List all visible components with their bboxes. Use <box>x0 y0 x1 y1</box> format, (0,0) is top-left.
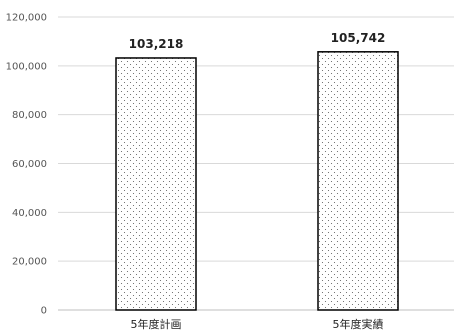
data-labels: 103,218 105,742 <box>129 31 386 51</box>
x-axis-category-labels: 5年度計画 5年度実績 <box>131 317 384 331</box>
y-tick-label: 80,000 <box>12 110 47 121</box>
bars <box>115 51 399 311</box>
data-label: 105,742 <box>331 31 386 45</box>
bar <box>115 57 197 311</box>
y-tick-label: 60,000 <box>12 159 47 170</box>
y-tick-label: 0 <box>41 306 47 317</box>
y-tick-label: 120,000 <box>6 13 47 24</box>
data-label: 103,218 <box>129 37 184 51</box>
y-tick-label: 20,000 <box>12 257 47 268</box>
category-label: 5年度実績 <box>333 317 384 331</box>
y-tick-label: 40,000 <box>12 208 47 219</box>
category-label: 5年度計画 <box>131 317 182 331</box>
y-tick-label: 100,000 <box>6 61 47 72</box>
y-axis-tick-labels: 0 20,000 40,000 60,000 80,000 100,000 120,000 <box>6 13 47 317</box>
bar <box>317 51 399 311</box>
